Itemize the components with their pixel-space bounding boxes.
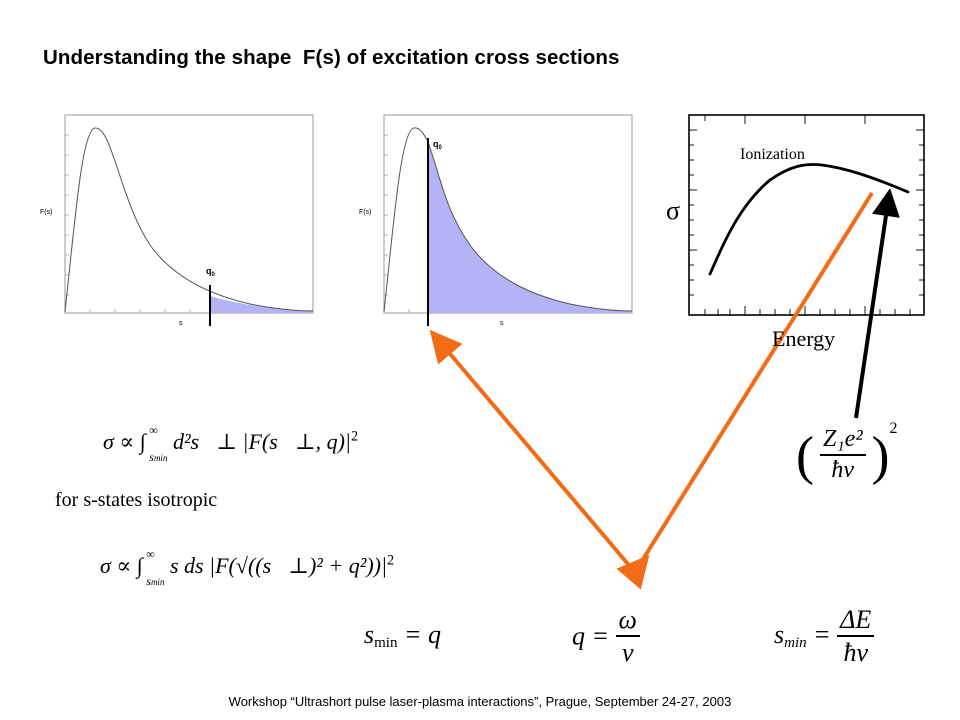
plot-3-ylabel: σ <box>666 196 681 225</box>
orange-line-to-plot3 <box>633 191 874 574</box>
orange-arrow-to-plot2 <box>429 329 635 572</box>
black-arrow-to-plot3 <box>854 188 900 419</box>
plot-1-xlabel: s <box>179 320 183 327</box>
equation-cross-section: σ ∝ ∫ ∞ smin d²s⃗⊥ |F(s⃗⊥, q)|2 <box>103 423 359 465</box>
plot-2-curve <box>383 127 633 313</box>
plot-1-frame <box>64 114 314 314</box>
plot-2 <box>383 114 633 326</box>
plot-3-ticks <box>689 115 924 315</box>
plot-3-curve <box>708 163 910 276</box>
plot-2-q0-label: q0 <box>433 139 442 151</box>
plot-2-ylabel: F(s) <box>359 209 372 216</box>
slide-title: Understanding the shape F(s) of excitati… <box>43 46 620 69</box>
plot-3-curve-label: Ionization <box>740 146 805 163</box>
plot-3-xlabel: Energy <box>772 326 836 351</box>
plot-1-curve <box>64 127 314 313</box>
plot-1-ylabel: F(s) <box>40 209 53 216</box>
plot-2-tail-area <box>428 142 632 313</box>
plot-1-ticks <box>65 134 291 313</box>
footer-citation: Workshop “Ultrashort pulse laser-plasma … <box>228 694 732 709</box>
plot-1 <box>64 114 314 326</box>
plot-2-xlabel: s <box>500 320 504 327</box>
plot-3 <box>688 114 925 316</box>
equation-z1e2-factor: ( Z₁e² ħv )2 <box>796 420 898 486</box>
equation-isotropic: σ ∝ ∫ ∞ smin s ds |F(√((s⃗⊥)² + q²))|2 <box>100 547 395 589</box>
plot-3-frame <box>688 114 925 316</box>
isotropic-note: for s-states isotropic <box>55 489 218 511</box>
plot-1-tail-area <box>210 296 313 313</box>
equation-smin-q: smin = q <box>364 620 442 651</box>
equation-smin-deltaE: smin = ΔE ħv <box>774 606 875 667</box>
plot-1-q0-label: q0 <box>206 266 215 278</box>
